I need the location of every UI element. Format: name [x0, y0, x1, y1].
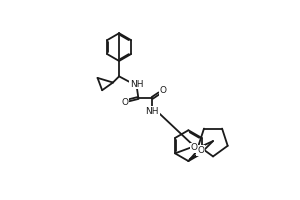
Text: O: O [190, 143, 198, 152]
Text: NH: NH [146, 107, 159, 116]
Text: NH: NH [130, 80, 144, 89]
Text: O: O [122, 98, 129, 107]
Text: O: O [197, 146, 204, 155]
Text: O: O [160, 86, 167, 95]
